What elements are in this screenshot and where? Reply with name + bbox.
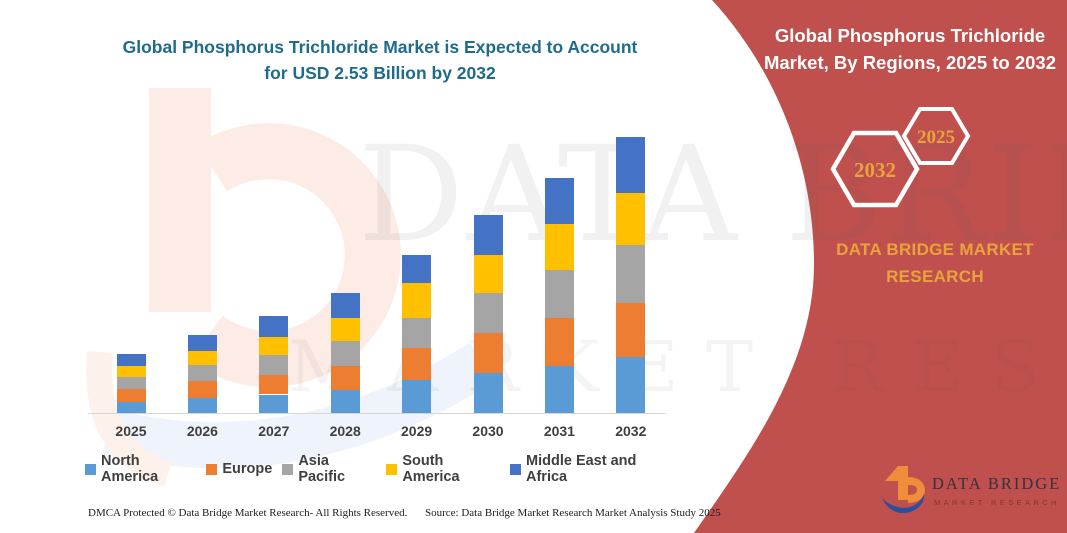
- axis-label-2032: 2032: [615, 423, 647, 439]
- legend-label-asia-pacific: Asia Pacific: [298, 453, 346, 485]
- logo-stem: [898, 466, 908, 500]
- bar-segment-2032-south-america: [616, 192, 646, 246]
- logo-swoosh: [882, 494, 925, 514]
- axis-label-2031: 2031: [543, 423, 575, 439]
- bar-segment-2029-middle-east-and-africa: [402, 255, 432, 284]
- legend-label-south-america: South America: [402, 453, 460, 485]
- axis-label-2025: 2025: [115, 423, 147, 439]
- legend-item-middle-east-and-africa: Middle East and Africa: [510, 453, 675, 485]
- bar-segment-2030-middle-east-and-africa: [473, 214, 503, 255]
- logo-subtitle: MARKET RESEARCH: [934, 498, 1060, 507]
- bar-segment-2027-europe: [259, 374, 289, 395]
- bar-segment-2026-south-america: [187, 350, 217, 366]
- legend-item-europe: Europe: [206, 461, 272, 477]
- legend-swatch-asia-pacific: [282, 463, 294, 475]
- bar-segment-2032-middle-east-and-africa: [616, 137, 646, 193]
- bar-segment-2032-asia-pacific: [616, 245, 646, 303]
- bar-segment-2030-europe: [473, 333, 503, 373]
- side-panel-heading-line1: Global Phosphorus Trichloride: [774, 25, 1046, 46]
- watermark-logo-tail: [86, 350, 173, 487]
- legend-item-asia-pacific: Asia Pacific: [282, 453, 376, 485]
- bar-segment-2028-europe: [330, 366, 360, 391]
- hexagon-2032-label: 2032: [854, 158, 896, 182]
- bar-segment-2027-north-america: [259, 394, 289, 413]
- bar-segment-2027-asia-pacific: [259, 355, 289, 375]
- axis-label-2030: 2030: [472, 423, 504, 439]
- bar-segment-2027-middle-east-and-africa: [259, 316, 289, 337]
- page-title: Global Phosphorus Trichloride Market is …: [85, 34, 675, 86]
- red-panel-path: [694, 0, 1067, 533]
- page-title-line2: for USD 2.53 Billion by 2032: [264, 63, 496, 83]
- bar-segment-2029-south-america: [402, 283, 432, 319]
- axis-label-2028: 2028: [329, 423, 361, 439]
- bar-segment-2029-europe: [402, 347, 432, 381]
- footer-source: Source: Data Bridge Market Research Mark…: [425, 507, 721, 519]
- legend-label-north-america: North America: [101, 453, 159, 485]
- legend-swatch-middle-east-and-africa: [510, 463, 521, 475]
- bar-segment-2026-asia-pacific: [187, 365, 217, 382]
- bar-segment-2031-europe: [544, 318, 574, 367]
- hexagon-2032: [830, 130, 920, 208]
- watermark-logo-swoosh: [102, 342, 495, 469]
- bar-segment-2032-europe: [616, 302, 646, 358]
- bar-segment-2028-north-america: [330, 390, 360, 413]
- axis-label-2027: 2027: [258, 423, 290, 439]
- side-panel-heading: Global Phosphorus Trichloride Market, By…: [762, 22, 1058, 76]
- logo: DATA BRIDGE MARKET RESEARCH: [878, 461, 1059, 519]
- bar-segment-2028-middle-east-and-africa: [330, 293, 360, 319]
- legend-swatch-europe: [206, 463, 218, 475]
- logo-hook: [885, 466, 898, 481]
- bar-segment-2031-asia-pacific: [544, 270, 574, 319]
- bar-segment-2025-middle-east-and-africa: [116, 354, 146, 367]
- side-panel-heading-line2: Market, By Regions, 2025 to 2032: [763, 52, 1057, 73]
- legend-label-europe: Europe: [222, 461, 273, 477]
- legend-swatch-south-america: [386, 463, 398, 475]
- axis-label-2026: 2026: [186, 423, 218, 439]
- bar-segment-2026-middle-east-and-africa: [187, 334, 217, 351]
- legend-swatch-north-america: [85, 463, 96, 475]
- legend-label-middle-east-and-africa: Middle East and Africa: [526, 453, 637, 485]
- bar-segment-2030-south-america: [473, 255, 503, 294]
- x-axis-line: [88, 413, 666, 414]
- bar-segment-2025-asia-pacific: [116, 377, 146, 389]
- bar-segment-2025-south-america: [116, 366, 146, 377]
- bar-segment-2031-north-america: [544, 366, 574, 413]
- legend-item-south-america: South America: [386, 453, 500, 485]
- data-bridge-logo-icon: [882, 466, 925, 514]
- legend-item-north-america: North America: [85, 453, 196, 485]
- bar-segment-2026-europe: [187, 381, 217, 398]
- bar-segment-2030-north-america: [473, 372, 503, 413]
- hexagon-badges: 2032 2025: [830, 107, 971, 208]
- bar-segment-2031-south-america: [544, 224, 574, 271]
- bar-segment-2025-north-america: [116, 402, 146, 413]
- hexagon-2025-label: 2025: [917, 127, 955, 148]
- bar-segment-2028-asia-pacific: [330, 341, 360, 367]
- bar-segment-2025-europe: [116, 389, 146, 403]
- hexagon-2025: [901, 107, 971, 165]
- page-title-line1: Global Phosphorus Trichloride Market is …: [122, 37, 638, 57]
- bar-segment-2026-north-america: [187, 397, 217, 413]
- bar-segment-2028-south-america: [330, 318, 360, 342]
- bar-segment-2029-north-america: [402, 380, 432, 413]
- bar-segment-2027-south-america: [259, 336, 289, 356]
- bar-segment-2030-asia-pacific: [473, 293, 503, 334]
- brand-text: DATA BRIDGE MARKET RESEARCH: [836, 240, 1034, 286]
- footer-dmca: DMCA Protected © Data Bridge Market Rese…: [88, 507, 408, 519]
- bar-segment-2031-middle-east-and-africa: [544, 177, 574, 225]
- axis-label-2029: 2029: [401, 423, 433, 439]
- logo-name: DATA BRIDGE: [932, 474, 1062, 493]
- bar-segment-2029-asia-pacific: [402, 318, 432, 348]
- legend: North America Europe Asia Pacific South Ame…: [85, 453, 675, 485]
- logo-bowl: [908, 477, 925, 503]
- bar-segment-2032-north-america: [616, 357, 646, 413]
